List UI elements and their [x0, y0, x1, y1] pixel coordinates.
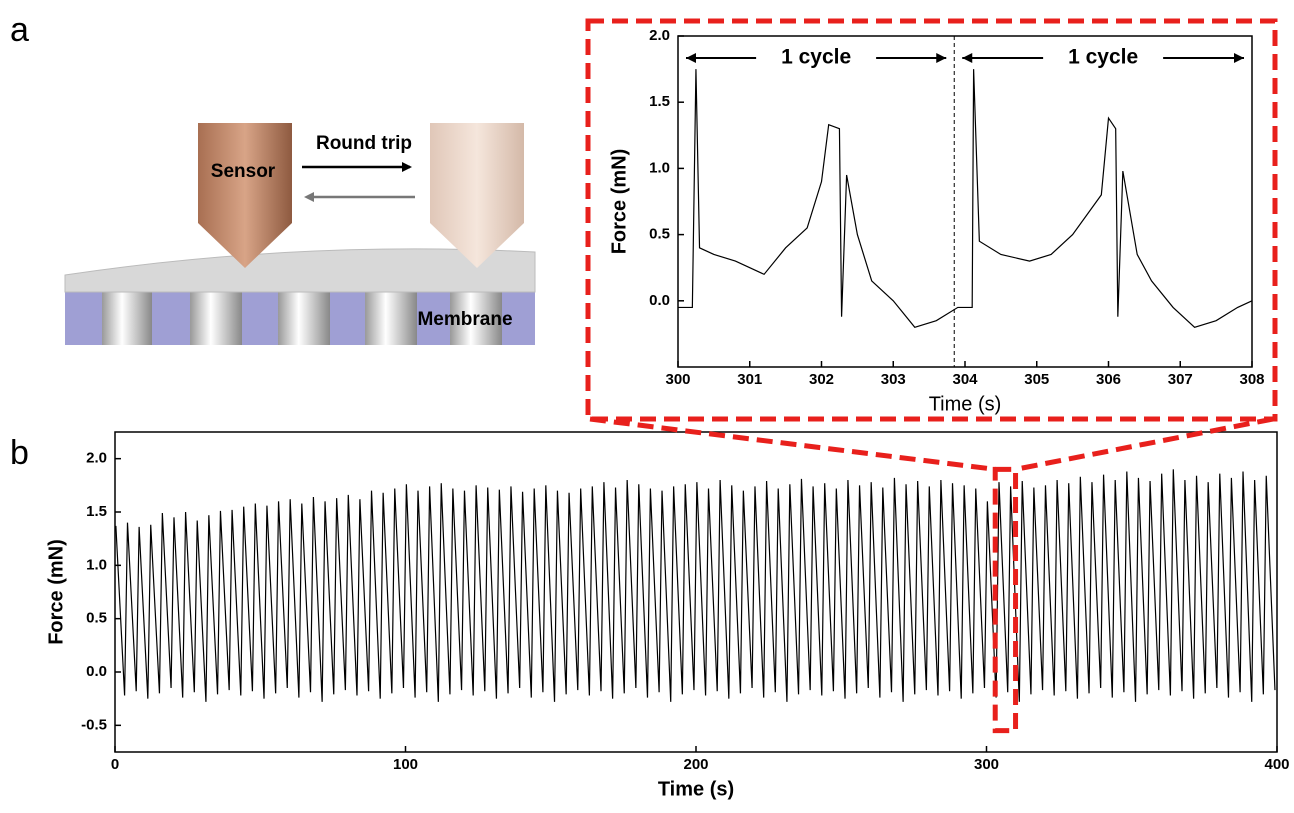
x-tick-label: 305	[1024, 371, 1049, 388]
y-tick-label: 2.0	[649, 27, 670, 44]
y-tick-label: 1.5	[86, 503, 107, 520]
y-tick-label: 1.0	[86, 556, 107, 573]
pore	[190, 290, 242, 345]
y-tick-label: 0.5	[649, 226, 670, 243]
sensor-ghost-tip	[430, 223, 524, 268]
pore	[365, 290, 417, 345]
zoom-box	[992, 466, 1019, 734]
y-tick-label: 0.5	[86, 610, 107, 627]
x-tick-label: 0	[111, 756, 119, 773]
arrow-head	[936, 53, 947, 63]
pore	[278, 290, 330, 345]
sensor-ghost	[430, 123, 524, 223]
zoom-connector	[589, 416, 996, 472]
x-axis-title: Time (s)	[658, 778, 734, 800]
x-tick-label: 200	[683, 756, 708, 773]
y-axis-title: Force (mN)	[608, 149, 630, 255]
y-tick-label: 1.5	[649, 93, 670, 110]
x-tick-label: 400	[1264, 756, 1289, 773]
x-axis-title: Time (s)	[929, 393, 1002, 415]
y-tick-label: 0.0	[86, 663, 107, 680]
y-axis-title: Force (mN)	[45, 539, 67, 645]
plot-frame	[677, 35, 1253, 368]
x-tick-label: 301	[737, 371, 762, 388]
arrow-head	[962, 53, 973, 63]
panel-label: a	[10, 11, 29, 49]
y-tick-label: 0.0	[649, 292, 670, 309]
arrow-label: Round trip	[316, 133, 412, 154]
x-tick-label: 100	[393, 756, 418, 773]
y-tick-label: 1.0	[649, 159, 670, 176]
x-tick-label: 307	[1168, 371, 1193, 388]
annotation: 1 cycle	[781, 46, 851, 69]
zoom-connector	[1015, 416, 1274, 472]
x-tick-label: 302	[809, 371, 834, 388]
sensor-body	[198, 123, 292, 223]
x-tick-label: 300	[974, 756, 999, 773]
arrow-head	[304, 192, 314, 202]
arrow-head	[686, 53, 696, 63]
sensor-tip	[198, 223, 292, 268]
y-tick-label: 2.0	[86, 450, 107, 467]
annotation: 1 cycle	[1068, 46, 1138, 69]
pore	[450, 290, 502, 345]
line	[678, 69, 1253, 328]
illustration: Sensor Round trip Membrane	[64, 123, 536, 345]
x-tick-label: 304	[952, 371, 978, 388]
inset-frame	[585, 18, 1278, 422]
x-tick-label: 300	[665, 371, 690, 388]
line	[115, 469, 1276, 702]
sensor-label: Sensor	[211, 161, 276, 182]
arrow-head	[402, 162, 412, 172]
membrane-top	[64, 248, 536, 293]
y-tick-label: -0.5	[81, 716, 107, 733]
panel-label: b	[10, 434, 29, 472]
x-tick-label: 303	[881, 371, 906, 388]
membrane-label: Membrane	[417, 309, 512, 330]
pore	[102, 290, 152, 345]
x-tick-label: 306	[1096, 371, 1121, 388]
x-tick-label: 308	[1239, 371, 1264, 388]
arrow-head	[1234, 53, 1244, 63]
